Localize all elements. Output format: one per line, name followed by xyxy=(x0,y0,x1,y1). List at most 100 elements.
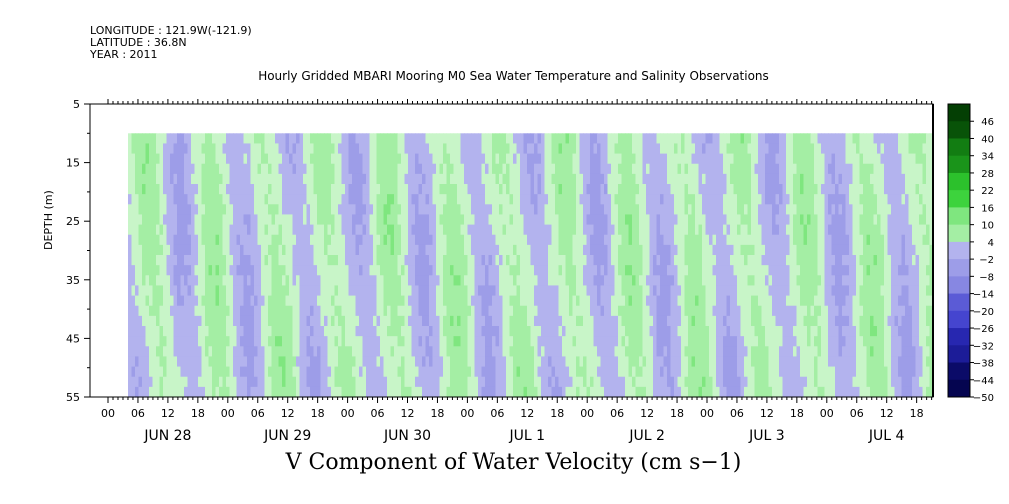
heatmap-cell xyxy=(786,336,791,347)
heatmap-cell xyxy=(632,376,637,388)
heatmap-cell xyxy=(348,163,353,175)
heatmap-cell xyxy=(548,255,553,266)
heatmap-cell xyxy=(600,214,605,226)
heatmap-cell xyxy=(789,265,794,276)
heatmap-cell xyxy=(215,356,220,368)
heatmap-cell xyxy=(481,255,486,266)
heatmap-cell xyxy=(341,265,346,276)
heatmap-cell xyxy=(243,326,248,337)
heatmap-cell xyxy=(394,224,399,236)
heatmap-cell xyxy=(520,285,525,297)
heatmap-cell xyxy=(464,194,469,205)
heatmap-cell xyxy=(782,153,787,165)
heatmap-cell xyxy=(215,153,220,165)
heatmap-cell xyxy=(786,315,791,327)
heatmap-cell xyxy=(579,173,584,185)
heatmap-cell xyxy=(502,285,507,297)
heatmap-cell xyxy=(754,204,759,216)
heatmap-cell xyxy=(418,244,423,256)
heatmap-cell xyxy=(271,244,276,256)
heatmap-cell xyxy=(173,194,178,205)
heatmap-cell xyxy=(233,315,238,327)
heatmap-cell xyxy=(474,244,479,256)
heatmap-cell xyxy=(422,214,427,226)
heatmap-cell xyxy=(128,244,133,256)
heatmap-cell xyxy=(520,184,525,195)
heatmap-cell xyxy=(394,204,399,216)
heatmap-cell xyxy=(635,133,640,145)
heatmap-cell xyxy=(635,194,640,205)
heatmap-cell xyxy=(401,204,406,216)
heatmap-cell xyxy=(544,305,549,317)
heatmap-cell xyxy=(614,153,619,165)
heatmap-cell xyxy=(156,326,161,337)
heatmap-cell xyxy=(537,356,542,368)
heatmap-cell xyxy=(569,326,574,337)
heatmap-cell xyxy=(334,184,339,195)
heatmap-cell xyxy=(569,295,574,307)
heatmap-cell xyxy=(247,326,252,337)
heatmap-cell xyxy=(222,184,227,195)
heatmap-cell xyxy=(355,163,360,175)
heatmap-cell xyxy=(180,153,185,165)
heatmap-cell xyxy=(460,315,465,327)
heatmap-cell xyxy=(709,153,714,165)
heatmap-cell xyxy=(401,184,406,195)
heatmap-cell xyxy=(488,224,493,236)
heatmap-cell xyxy=(642,295,647,307)
heatmap-cell xyxy=(488,315,493,327)
heatmap-cell xyxy=(513,224,518,236)
heatmap-cell xyxy=(429,376,434,388)
heatmap-cell xyxy=(502,255,507,266)
heatmap-cell xyxy=(618,356,623,368)
heatmap-cell xyxy=(173,163,178,175)
heatmap-cell xyxy=(485,336,490,347)
heatmap-cell xyxy=(285,295,290,307)
heatmap-cell xyxy=(191,356,196,368)
heatmap-cell xyxy=(408,204,413,216)
heatmap-cell xyxy=(534,255,539,266)
heatmap-cell xyxy=(166,356,171,368)
heatmap-cell xyxy=(128,295,133,307)
heatmap-cell xyxy=(478,255,483,266)
heatmap-cell xyxy=(674,184,679,195)
heatmap-cell xyxy=(583,305,588,317)
heatmap-cell xyxy=(327,214,332,226)
heatmap-cell xyxy=(373,366,378,378)
heatmap-cell xyxy=(404,346,409,358)
heatmap-cell xyxy=(275,173,280,185)
heatmap-cell xyxy=(191,386,196,398)
heatmap-cell xyxy=(219,285,224,297)
heatmap-cell xyxy=(240,214,245,226)
heatmap-cell xyxy=(331,234,336,246)
heatmap-cell xyxy=(411,295,416,307)
heatmap-cell xyxy=(702,153,707,165)
heatmap-cell xyxy=(579,224,584,236)
heatmap-cell xyxy=(387,285,392,297)
heatmap-cell xyxy=(331,143,336,155)
heatmap-cell xyxy=(345,153,350,165)
heatmap-cell xyxy=(128,376,133,388)
heatmap-cell xyxy=(243,295,248,307)
heatmap-cell xyxy=(135,244,140,256)
heatmap-cell xyxy=(366,366,371,378)
heatmap-cell xyxy=(418,326,423,337)
heatmap-cell xyxy=(373,133,378,145)
heatmap-cell xyxy=(621,244,626,256)
heatmap-cell xyxy=(187,356,192,368)
heatmap-cell xyxy=(138,224,143,236)
heatmap-cell xyxy=(166,194,171,205)
heatmap-cell xyxy=(296,295,301,307)
heatmap-cell xyxy=(292,315,297,327)
heatmap-cell xyxy=(660,285,665,297)
heatmap-cell xyxy=(730,376,735,388)
heatmap-cell xyxy=(436,214,441,226)
heatmap-cell xyxy=(254,366,259,378)
heatmap-cell xyxy=(359,386,364,398)
heatmap-cell xyxy=(271,366,276,378)
heatmap-cell xyxy=(401,356,406,368)
heatmap-cell xyxy=(681,366,686,378)
heatmap-cell xyxy=(684,255,689,266)
heatmap-cell xyxy=(460,255,465,266)
heatmap-cell xyxy=(334,356,339,368)
